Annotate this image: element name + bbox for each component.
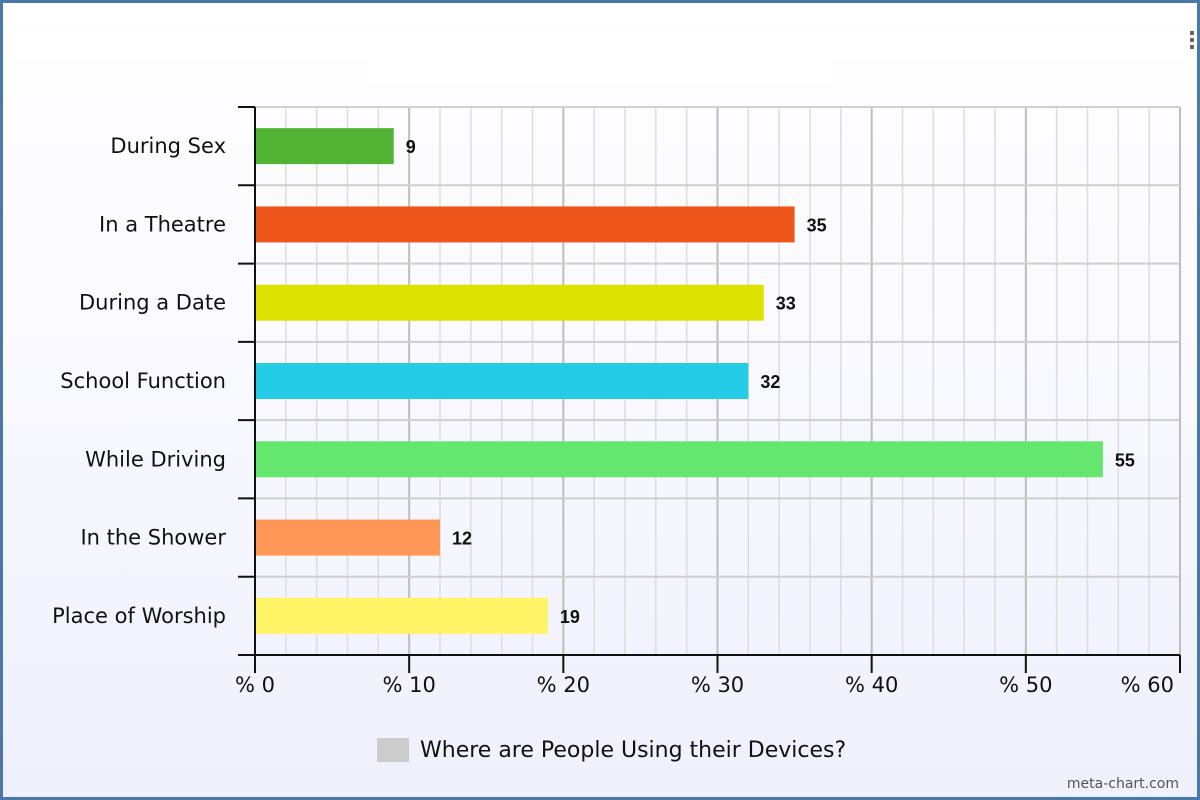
bar[interactable] [255,597,548,634]
category-label: School Function [60,369,226,393]
data-label: 35 [807,215,827,235]
x-tick-label: % 20 [537,673,590,697]
bar[interactable] [255,206,795,243]
x-tick-label: % 50 [999,673,1052,697]
legend-swatch [377,738,409,762]
data-label: 12 [452,529,472,549]
bar[interactable] [255,363,749,399]
x-tick-label: % 0 [235,673,275,697]
x-tick-label: % 40 [845,673,898,697]
data-label: 32 [760,372,780,392]
bar[interactable] [255,519,440,556]
category-label: While Driving [85,447,226,471]
category-label: Place of Worship [52,604,226,628]
data-label: 33 [776,294,796,314]
x-tick-label: % 30 [691,673,744,697]
data-label: 55 [1115,450,1135,470]
category-label: During a Date [79,291,226,315]
x-tick-label: % 60 [1121,673,1174,697]
category-label: In a Theatre [99,212,226,236]
bar[interactable] [255,284,764,321]
bar[interactable] [255,128,394,165]
menu-icon[interactable] [1190,31,1195,51]
bar[interactable] [255,441,1103,478]
title-band [9,31,1193,59]
credit-text: meta-chart.com [1066,776,1179,792]
category-label: In the Shower [80,526,226,550]
legend[interactable]: Where are People Using their Devices? [377,736,846,764]
subtitle-band [368,63,833,83]
data-label: 19 [560,607,580,627]
bar-chart: During Sex 9 In a Theatre 35 During a Date 33… [52,106,1181,697]
x-tick-label: % 10 [382,673,435,697]
data-label: 9 [406,137,416,157]
category-label: During Sex [110,134,226,158]
legend-label: Where are People Using their Devices? [420,737,847,763]
